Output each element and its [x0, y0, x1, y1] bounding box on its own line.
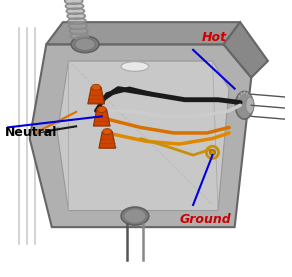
Ellipse shape [250, 99, 252, 102]
Ellipse shape [246, 97, 254, 114]
Polygon shape [88, 87, 105, 104]
Ellipse shape [121, 207, 149, 225]
Circle shape [210, 150, 215, 155]
Polygon shape [224, 22, 268, 78]
Ellipse shape [66, 4, 83, 9]
Ellipse shape [124, 209, 146, 223]
Ellipse shape [97, 106, 106, 112]
Ellipse shape [103, 129, 112, 135]
Ellipse shape [65, 0, 82, 4]
Ellipse shape [70, 29, 87, 34]
Ellipse shape [248, 95, 250, 98]
Ellipse shape [121, 61, 149, 71]
Ellipse shape [250, 104, 252, 107]
Ellipse shape [71, 34, 88, 39]
Ellipse shape [246, 92, 248, 95]
Ellipse shape [69, 19, 85, 24]
Ellipse shape [67, 9, 84, 14]
Ellipse shape [243, 91, 246, 94]
Ellipse shape [238, 95, 241, 98]
Ellipse shape [235, 91, 253, 119]
Ellipse shape [71, 36, 99, 53]
Ellipse shape [69, 24, 86, 29]
Polygon shape [99, 132, 116, 148]
Text: Hot: Hot [201, 31, 227, 44]
Ellipse shape [68, 14, 84, 19]
Polygon shape [57, 61, 229, 211]
Ellipse shape [237, 99, 239, 102]
Polygon shape [46, 22, 240, 44]
Text: Neutral: Neutral [5, 127, 57, 139]
Polygon shape [30, 44, 251, 227]
Polygon shape [93, 109, 110, 126]
Ellipse shape [92, 84, 101, 90]
Ellipse shape [75, 38, 95, 50]
Text: Ground: Ground [179, 213, 231, 226]
Ellipse shape [241, 92, 243, 95]
